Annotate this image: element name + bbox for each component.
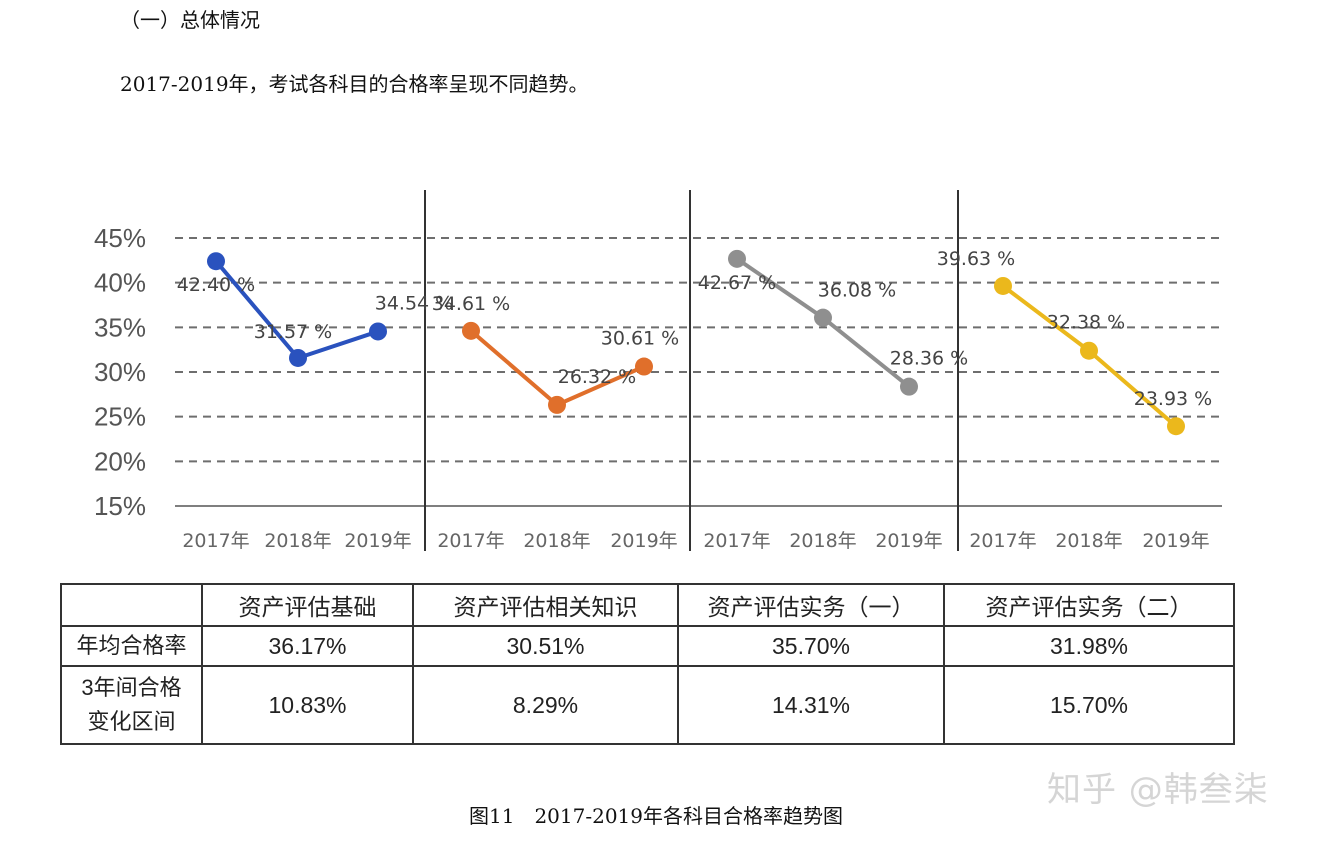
y-tick-label: 15% xyxy=(94,491,146,521)
data-label: 31.57 % xyxy=(254,321,333,343)
pass-rate-trend-chart: 15% 20% 25% 30% 35% 40% 45% 42.40 % 31.57 % 34.54… xyxy=(94,190,1222,552)
data-point xyxy=(207,252,225,271)
section-heading: （一）总体情况 xyxy=(120,8,260,32)
table-cell: 15.70% xyxy=(943,665,1235,745)
table-cell: 10.83% xyxy=(201,665,414,745)
figure-caption: 图11 2017-2019年各科目合格率趋势图 xyxy=(469,804,844,828)
x-tick-label: 2019年 xyxy=(1142,530,1209,552)
row-label: 年均合格率 xyxy=(60,625,203,667)
x-tick-label: 2017年 xyxy=(969,530,1036,552)
row-label-line: 变化区间 xyxy=(87,709,176,734)
data-point xyxy=(369,322,387,341)
data-label: 23.93 % xyxy=(1134,388,1213,410)
data-label: 28.36 % xyxy=(890,348,969,370)
row-label-line: 3年间合格 xyxy=(81,675,182,700)
x-tick-label: 2019年 xyxy=(610,530,677,552)
y-tick-label: 20% xyxy=(94,446,146,476)
data-label: 30.61 % xyxy=(601,328,680,350)
table-cell: 36.17% xyxy=(201,625,414,667)
data-label: 36.08 % xyxy=(818,280,897,302)
data-point xyxy=(548,395,566,414)
table-cell: 30.51% xyxy=(412,625,679,667)
data-label: 34.54 % xyxy=(375,292,454,314)
table-header-cell: 资产评估实务（一） xyxy=(677,583,945,627)
y-tick-label: 40% xyxy=(94,268,146,298)
table-header-cell: 资产评估相关知识 xyxy=(412,583,679,627)
table-header-cell: 资产评估实务（二） xyxy=(943,583,1235,627)
x-tick-label: 2019年 xyxy=(875,530,942,552)
y-tick-label: 35% xyxy=(94,312,146,342)
x-tick-label: 2017年 xyxy=(437,530,504,552)
watermark: 知乎 @韩叁柒 xyxy=(1047,770,1269,810)
row-label: 3年间合格 变化区间 xyxy=(60,665,203,745)
data-point xyxy=(1167,417,1185,436)
data-label: 34.61 % xyxy=(432,293,511,315)
table-cell: 8.29% xyxy=(412,665,679,745)
pass-rate-summary-table: 资产评估基础 资产评估相关知识 资产评估实务（一） 资产评估实务（二） 年均合格… xyxy=(60,583,1235,745)
data-point xyxy=(462,321,480,340)
x-tick-label: 2017年 xyxy=(703,530,770,552)
y-tick-label: 30% xyxy=(94,357,146,387)
y-tick-label: 45% xyxy=(94,223,146,253)
x-tick-label: 2017年 xyxy=(182,530,249,552)
data-point xyxy=(728,249,746,268)
table-row: 年均合格率 36.17% 30.51% 35.70% 31.98% xyxy=(60,625,1235,667)
data-point xyxy=(1080,341,1098,360)
data-point xyxy=(900,377,918,396)
data-label: 32.38 % xyxy=(1047,312,1126,334)
x-tick-label: 2018年 xyxy=(523,530,590,552)
data-point xyxy=(289,348,307,367)
table-header-cell: 资产评估基础 xyxy=(201,583,414,627)
y-tick-label: 25% xyxy=(94,402,146,432)
x-tick-label: 2018年 xyxy=(1055,530,1122,552)
table-cell: 31.98% xyxy=(943,625,1235,667)
data-point xyxy=(814,308,832,327)
table-cell: 35.70% xyxy=(677,625,945,667)
intro-paragraph: 2017-2019年，考试各科目的合格率呈现不同趋势。 xyxy=(120,72,589,96)
table-header-row: 资产评估基础 资产评估相关知识 资产评估实务（一） 资产评估实务（二） xyxy=(60,583,1235,627)
table-header-cell xyxy=(60,583,203,627)
data-label: 39.63 % xyxy=(937,248,1016,270)
x-tick-label: 2018年 xyxy=(264,530,331,552)
data-label: 26.32 % xyxy=(558,366,637,388)
data-label: 42.40 % xyxy=(177,274,256,296)
data-point xyxy=(994,276,1012,295)
x-tick-label: 2019年 xyxy=(344,530,411,552)
data-point xyxy=(635,357,653,376)
table-row: 3年间合格 变化区间 10.83% 8.29% 14.31% 15.70% xyxy=(60,665,1235,745)
x-tick-label: 2018年 xyxy=(789,530,856,552)
table-cell: 14.31% xyxy=(677,665,945,745)
data-label: 42.67 % xyxy=(698,272,777,294)
